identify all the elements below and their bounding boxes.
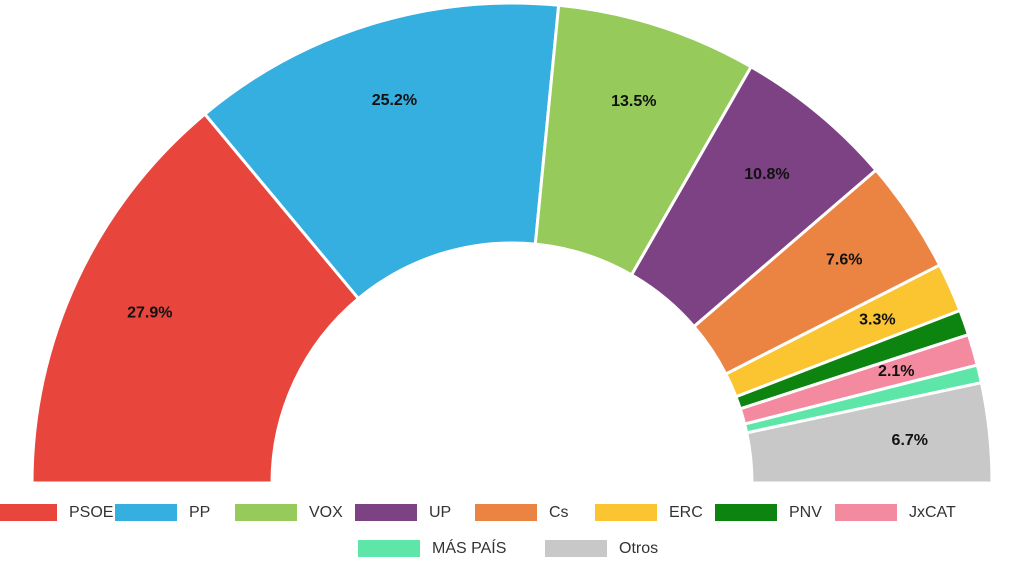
data-label: 7.6% [826, 251, 862, 268]
legend-label: ERC [669, 504, 703, 521]
legend-label: VOX [309, 504, 343, 521]
legend-swatch [235, 504, 297, 521]
legend-swatch [0, 504, 57, 521]
legend-label: PNV [789, 504, 822, 521]
legend-swatch [595, 504, 657, 521]
segment [202, 1, 561, 301]
segment [744, 380, 994, 485]
data-label: 27.9% [127, 304, 172, 321]
legend-label: Cs [549, 504, 569, 521]
data-label: 25.2% [372, 92, 417, 109]
legend-label: UP [429, 504, 451, 521]
data-label: 13.5% [611, 93, 656, 110]
data-label: 10.8% [744, 166, 789, 183]
legend-label: PP [189, 504, 210, 521]
legend-swatch [835, 504, 897, 521]
legend-label: Otros [619, 540, 658, 557]
legend-swatch [358, 540, 420, 557]
legend-label: PSOE [69, 504, 113, 521]
segment [30, 112, 361, 485]
data-label: 6.7% [892, 432, 928, 449]
data-label: 2.1% [878, 363, 914, 380]
legend-swatch [545, 540, 607, 557]
legend-swatch [715, 504, 777, 521]
legend-swatch [355, 504, 417, 521]
legend-label: MÁS PAÍS [432, 538, 506, 557]
legend-swatch [115, 504, 177, 521]
data-label: 3.3% [859, 311, 895, 328]
legend-label: JxCAT [909, 504, 956, 521]
legend-swatch [475, 504, 537, 521]
